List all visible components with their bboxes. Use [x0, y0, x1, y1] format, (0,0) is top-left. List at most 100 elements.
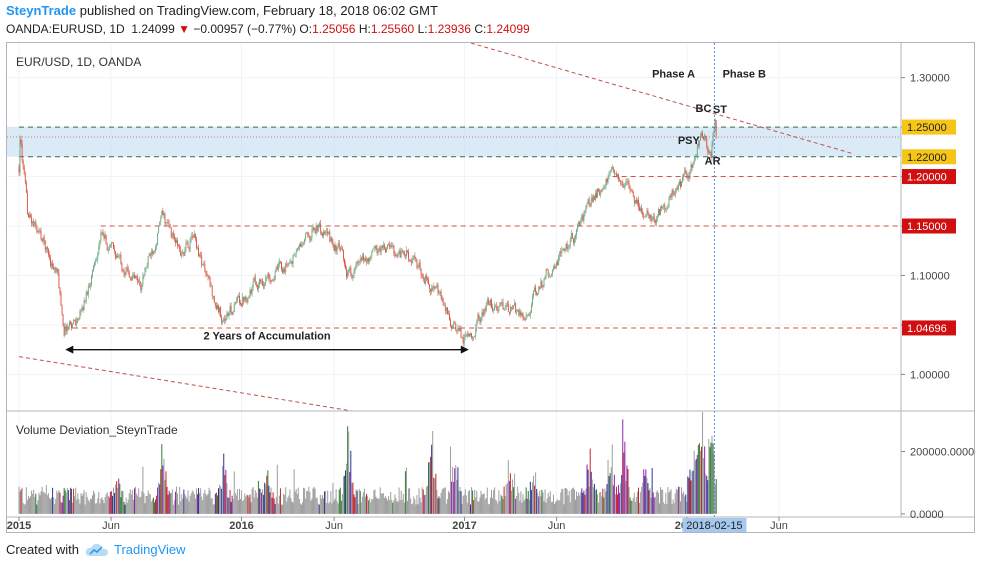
volume-bar — [353, 494, 355, 514]
candle-body — [309, 236, 311, 241]
candle-body — [524, 319, 526, 321]
volume-bar — [568, 491, 570, 514]
volume-bar — [248, 497, 250, 514]
volume-bar — [531, 482, 533, 514]
candle-body — [494, 306, 496, 311]
candle-body — [77, 319, 79, 321]
candle-body — [311, 229, 313, 238]
volume-bar — [318, 504, 320, 514]
volume-bar — [240, 498, 242, 514]
volume-bar — [185, 496, 187, 514]
candle-body — [374, 246, 376, 249]
volume-bar — [435, 473, 437, 514]
volume-bar — [358, 488, 360, 514]
volume-bar — [549, 491, 551, 514]
volume-bar — [88, 501, 90, 514]
candle-body — [191, 236, 193, 237]
candle-body — [277, 264, 279, 270]
candle-body — [299, 244, 301, 247]
volume-bar — [372, 499, 374, 514]
volume-bar — [702, 412, 704, 514]
candle-body — [41, 238, 43, 242]
candle-body — [268, 273, 270, 278]
level-badge[interactable] — [902, 218, 956, 234]
volume-bar — [92, 495, 93, 514]
candle-body — [418, 262, 420, 267]
volume-bar — [189, 495, 191, 514]
volume-bar — [627, 469, 629, 514]
volume-bar — [630, 500, 632, 514]
author-name[interactable]: SteynTrade — [6, 3, 77, 18]
volume-bar — [39, 495, 41, 514]
volume-bar — [324, 491, 326, 514]
candle-body — [540, 281, 542, 289]
volume-bar — [356, 490, 358, 514]
candle-body — [499, 302, 501, 307]
volume-bar — [681, 487, 683, 514]
candle-body — [538, 286, 540, 294]
volume-bar — [628, 487, 630, 514]
chart-svg[interactable]: EUR/USD, 1D, OANDA Volume Deviation_Stey… — [7, 42, 974, 532]
volume-bar — [667, 487, 669, 514]
volume-bar — [282, 504, 284, 514]
candle-body — [488, 304, 490, 306]
candle-body — [303, 243, 304, 245]
candle-body — [696, 143, 698, 156]
volume-bar — [228, 497, 230, 514]
date-badge[interactable] — [682, 518, 747, 532]
st-label: ST — [713, 104, 727, 116]
volume-bar — [524, 498, 526, 514]
candle-body — [180, 249, 182, 257]
candle-body — [99, 240, 101, 247]
candle-body — [476, 321, 478, 328]
trendline[interactable] — [18, 356, 353, 412]
volume-bar — [632, 497, 634, 514]
volume-bar — [231, 495, 233, 514]
candle-body — [109, 245, 111, 248]
level-badge[interactable] — [902, 149, 956, 165]
candle-body — [439, 291, 441, 293]
volume-bar — [41, 486, 43, 514]
volume-bar — [340, 500, 342, 514]
candle-body — [184, 249, 186, 256]
candle-body — [148, 253, 150, 257]
candle-body — [238, 296, 239, 297]
volume-bar — [120, 497, 122, 514]
candle-body — [390, 245, 392, 247]
candle-body — [357, 261, 359, 263]
resistance-zone — [7, 127, 901, 157]
candle-body — [663, 204, 665, 207]
candle-body — [267, 273, 269, 278]
volume-bar — [283, 493, 285, 514]
candle-body — [280, 261, 281, 263]
volume-bar — [660, 487, 662, 514]
volume-bar — [665, 492, 667, 514]
candle-body — [644, 216, 646, 218]
level-badge[interactable] — [902, 320, 956, 336]
volume-bar — [535, 472, 537, 514]
volume-bar — [287, 497, 289, 514]
tradingview-link[interactable]: TradingView — [85, 542, 186, 557]
candle-body — [307, 232, 309, 235]
volume-bar — [643, 469, 645, 514]
candle-body — [322, 233, 323, 236]
level-badge[interactable] — [902, 119, 956, 135]
candle-body — [312, 227, 314, 230]
candle-body — [402, 250, 404, 252]
candle-body — [34, 221, 36, 226]
volume-bar — [352, 482, 354, 514]
volume-bar — [253, 497, 255, 514]
level-badge[interactable] — [902, 169, 956, 185]
volume-bar — [636, 491, 638, 514]
volume-bar — [644, 475, 646, 514]
volume-bar — [215, 492, 217, 514]
volume-bar — [342, 476, 344, 514]
trendline[interactable] — [470, 42, 854, 155]
candle-body — [147, 256, 149, 266]
volume-bar — [59, 492, 61, 514]
candle-body — [205, 271, 207, 274]
volume-bar — [503, 486, 505, 514]
volume-bar — [44, 493, 46, 514]
candle-body — [403, 250, 405, 255]
level-lines — [19, 126, 901, 329]
